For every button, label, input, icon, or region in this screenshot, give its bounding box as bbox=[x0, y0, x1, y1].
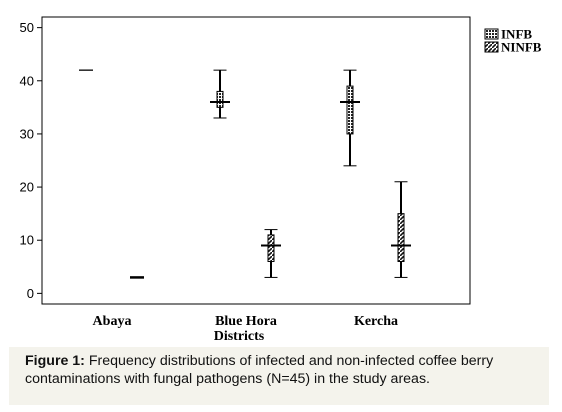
legend-label-infb: INFB bbox=[501, 27, 532, 42]
caption-label: Figure 1: bbox=[25, 353, 85, 369]
y-tick-label: 30 bbox=[20, 126, 34, 141]
x-category-label: Kercha bbox=[354, 314, 398, 329]
boxplot-chart: 0 10 20 30 40 50 Abaya Blue Hora Kercha Distric… bbox=[20, 16, 542, 344]
iqr-box bbox=[397, 213, 405, 262]
x-category-label: Abaya bbox=[93, 314, 132, 329]
iqr-box bbox=[346, 85, 354, 135]
legend-swatch-ninfb bbox=[484, 41, 499, 53]
y-tick-label: 20 bbox=[20, 180, 34, 195]
x-category-label: Blue Hora bbox=[215, 314, 277, 329]
box-ninfb-kercha bbox=[391, 181, 411, 278]
box-infb-kercha bbox=[340, 69, 360, 167]
plot-frame bbox=[41, 16, 471, 305]
box-ninfb-blue-hora bbox=[261, 229, 281, 278]
y-axis: 0 10 20 30 40 50 bbox=[20, 20, 42, 301]
y-tick-label: 40 bbox=[20, 73, 34, 88]
iqr-box bbox=[216, 90, 224, 108]
legend-swatch-infb bbox=[484, 28, 499, 40]
iqr-box bbox=[267, 234, 275, 262]
x-axis-title: Districts bbox=[214, 329, 265, 344]
legend-label-ninfb: NINFB bbox=[501, 40, 542, 55]
y-tick-label: 0 bbox=[27, 286, 34, 301]
x-axis: Abaya Blue Hora Kercha bbox=[93, 314, 398, 329]
boxes-layer bbox=[79, 69, 411, 279]
caption-text: Frequency distributions of infected and … bbox=[25, 353, 494, 387]
y-tick-label: 50 bbox=[20, 20, 34, 35]
y-tick-label: 10 bbox=[20, 233, 34, 248]
box-infb-blue-hora bbox=[210, 69, 230, 119]
figure-caption: Figure 1: Frequency distributions of inf… bbox=[9, 347, 549, 405]
